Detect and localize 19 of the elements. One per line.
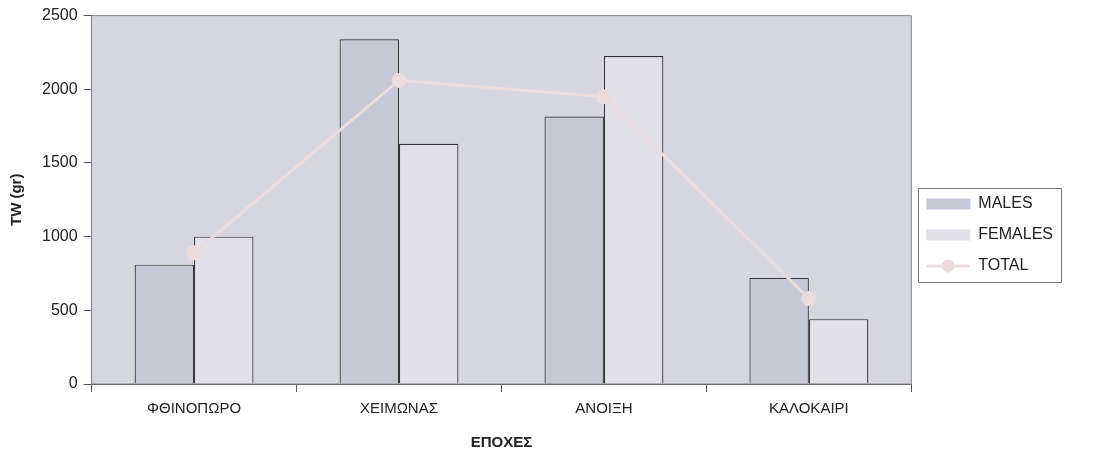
point: [596, 89, 612, 105]
y-tick-label: 0: [68, 374, 78, 392]
y-tick-label: 1000: [42, 227, 78, 245]
point: [391, 72, 407, 88]
legend-label: FEMALES: [978, 225, 1053, 243]
x-tick-label: ΦΘΙΝΟΠΩΡΟ: [147, 399, 242, 417]
y-tick-label: 2500: [42, 6, 78, 24]
legend-label: TOTAL: [978, 256, 1029, 274]
legend-label: MALES: [978, 194, 1033, 212]
y-axis-title: TW (gr): [7, 173, 25, 227]
point: [186, 245, 202, 261]
y-tick-label: 500: [50, 300, 78, 318]
x-tick-label: ΧΕΙΜΩΝΑΣ: [359, 399, 438, 417]
x-tick-label: ΑΝΟΙΞΗ: [575, 399, 633, 417]
point: [801, 291, 817, 307]
y-tick-label: 1500: [42, 153, 78, 171]
x-tick-label: ΚΑΛΟΚΑΙΡΙ: [768, 399, 849, 417]
y-tick-label: 2000: [42, 79, 78, 97]
x-axis-title: ΕΠΟΧΕΣ: [470, 433, 533, 451]
